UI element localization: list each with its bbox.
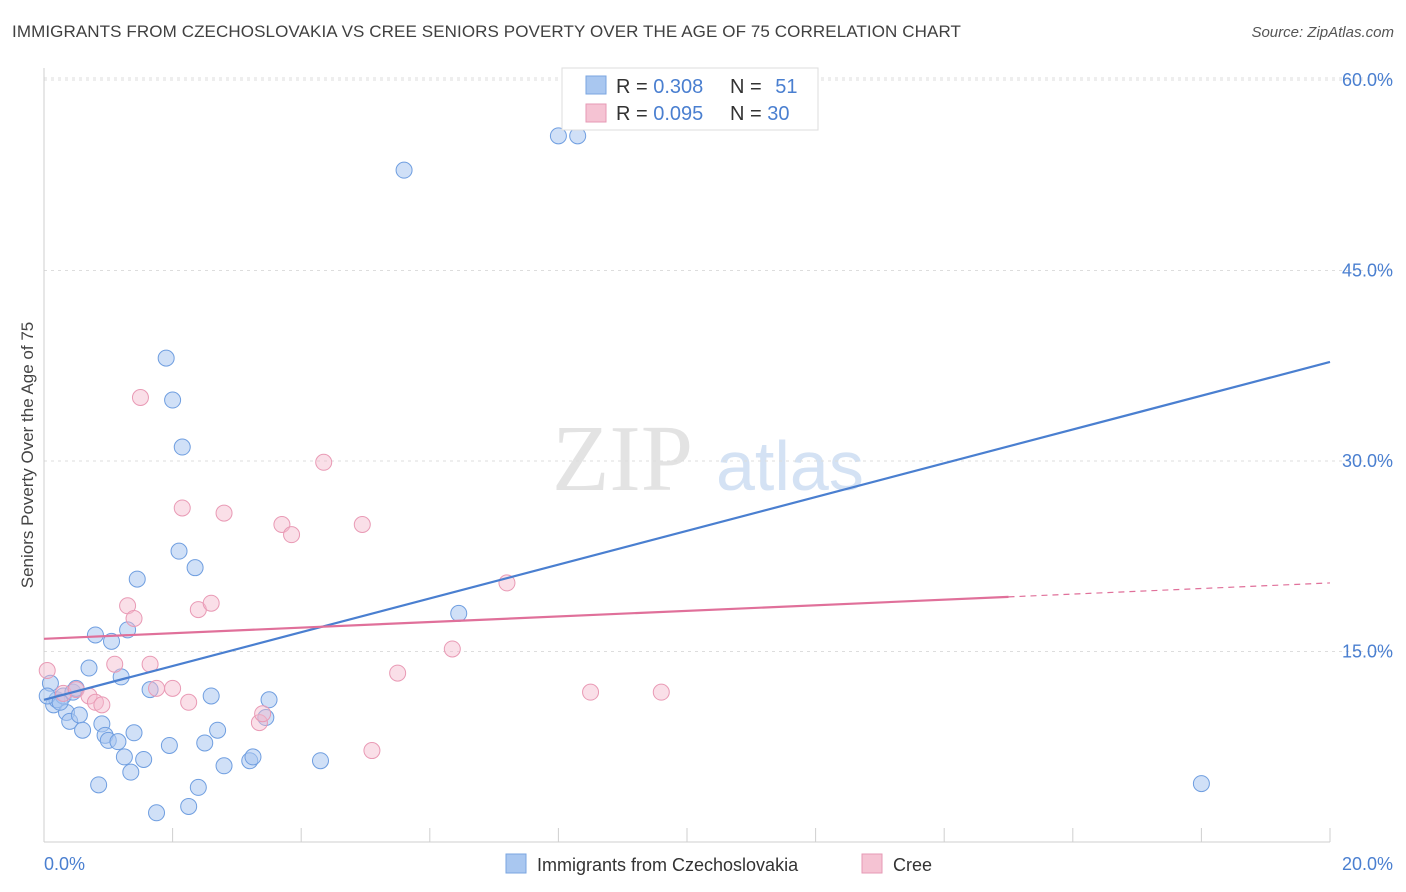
data-point-cree xyxy=(652,683,670,701)
data-point-immigrants xyxy=(122,763,140,781)
legend-n-label-2: N = xyxy=(730,103,767,125)
top-legend: R = 0.308 N = 51 R = 0.095 N = 30 xyxy=(561,67,819,131)
data-point-immigrants xyxy=(51,693,69,711)
data-point-immigrants xyxy=(109,733,127,751)
data-point-immigrants xyxy=(86,626,104,644)
data-point-immigrants xyxy=(125,724,143,742)
data-point-immigrants xyxy=(74,721,92,739)
data-point-immigrants xyxy=(196,734,214,752)
data-point-immigrants xyxy=(157,349,175,367)
data-point-cree xyxy=(315,453,333,471)
data-point-cree xyxy=(353,516,371,533)
data-point-immigrants xyxy=(395,161,413,179)
data-point-cree xyxy=(283,526,301,544)
data-point-cree xyxy=(148,679,166,697)
data-point-immigrants xyxy=(148,804,166,822)
legend-n-value-1: 51 xyxy=(775,76,797,98)
watermark-atlas: atlas xyxy=(716,427,864,505)
data-point-immigrants xyxy=(90,776,108,794)
data-point-immigrants xyxy=(260,691,278,709)
data-point-immigrants xyxy=(189,778,207,796)
data-point-immigrants xyxy=(135,750,153,768)
data-point-cree xyxy=(38,662,56,680)
data-point-cree xyxy=(389,664,407,682)
data-point-cree xyxy=(125,609,143,627)
data-point-immigrants xyxy=(450,604,468,622)
y-tick-label: 45.0% xyxy=(1342,261,1393,281)
data-point-immigrants xyxy=(115,748,133,766)
bottom-legend: Immigrants from Czechoslovakia Cree xyxy=(505,853,932,875)
legend-n-label-1: N = xyxy=(730,76,767,98)
data-point-immigrants xyxy=(141,681,159,699)
trend-line-immigrants xyxy=(43,360,1331,701)
data-point-immigrants xyxy=(244,748,262,766)
data-point-immigrants xyxy=(1192,775,1210,793)
watermark-zip: ZIP xyxy=(552,407,693,511)
svg-text:N = 51: N = 51 xyxy=(730,76,798,98)
trend-lines xyxy=(43,360,1331,701)
trend-line-cree-extension xyxy=(1008,582,1331,598)
legend-r-label-1: R = xyxy=(616,76,653,98)
bottom-legend-swatch-pink xyxy=(861,853,883,874)
data-point-immigrants xyxy=(180,797,198,815)
svg-text:R = 0.308: R = 0.308 xyxy=(616,76,703,98)
y-tick-label: 15.0% xyxy=(1342,642,1393,662)
data-point-immigrants xyxy=(549,127,567,145)
data-point-immigrants xyxy=(170,542,188,560)
data-point-cree xyxy=(363,742,381,760)
data-point-cree xyxy=(582,683,600,701)
data-point-cree xyxy=(106,655,124,673)
legend-r-label-2: R = xyxy=(616,103,653,125)
data-point-cree xyxy=(443,640,461,658)
data-point-immigrants xyxy=(80,659,98,677)
data-point-immigrants xyxy=(173,438,191,456)
chart-title: IMMIGRANTS FROM CZECHOSLOVAKIA VS CREE S… xyxy=(12,22,962,41)
data-point-cree xyxy=(180,693,198,711)
data-point-cree xyxy=(254,705,272,723)
bottom-legend-label-2: Cree xyxy=(893,855,932,875)
legend-swatch-pink xyxy=(585,103,607,123)
x-ticks xyxy=(43,828,1331,842)
x-tick-label-min: 0.0% xyxy=(44,854,85,874)
data-point-immigrants xyxy=(128,570,146,588)
data-point-immigrants xyxy=(311,752,329,770)
data-point-cree xyxy=(215,504,233,522)
y-tick-label: 30.0% xyxy=(1342,451,1393,471)
bottom-legend-label-1: Immigrants from Czechoslovakia xyxy=(537,855,799,875)
data-point-cree xyxy=(202,594,220,612)
grid-lines xyxy=(44,77,1393,652)
data-point-cree xyxy=(173,499,191,517)
legend-r-value-1: 0.308 xyxy=(653,76,703,98)
data-point-immigrants xyxy=(209,721,227,739)
legend-r-value-2: 0.095 xyxy=(653,103,703,125)
data-point-immigrants xyxy=(164,391,182,409)
legend-swatch-blue xyxy=(585,75,607,95)
x-tick-label-max: 20.0% xyxy=(1342,854,1393,874)
trend-line-cree xyxy=(43,595,1009,640)
data-point-immigrants xyxy=(202,687,220,705)
data-point-cree xyxy=(93,696,111,714)
data-point-cree xyxy=(250,714,268,732)
y-axis-label: Seniors Poverty Over the Age of 75 xyxy=(18,322,37,588)
data-point-cree xyxy=(131,389,149,406)
y-tick-label: 60.0% xyxy=(1342,70,1393,90)
svg-text:R = 0.095: R = 0.095 xyxy=(616,103,703,125)
series-immigrants-points xyxy=(38,127,1210,822)
bottom-legend-swatch-blue xyxy=(505,853,527,874)
data-point-cree xyxy=(164,679,182,697)
svg-text:N = 30: N = 30 xyxy=(730,103,790,125)
source-label: Source: ZipAtlas.com xyxy=(1251,24,1394,41)
data-point-immigrants xyxy=(215,757,233,775)
data-point-immigrants xyxy=(160,736,178,754)
data-point-immigrants xyxy=(186,559,204,577)
data-point-immigrants xyxy=(70,706,88,724)
y-tick-labels: 15.0% 30.0% 45.0% 60.0% xyxy=(1342,70,1393,662)
data-point-immigrants xyxy=(103,632,121,650)
legend-n-value-2: 30 xyxy=(767,103,789,125)
